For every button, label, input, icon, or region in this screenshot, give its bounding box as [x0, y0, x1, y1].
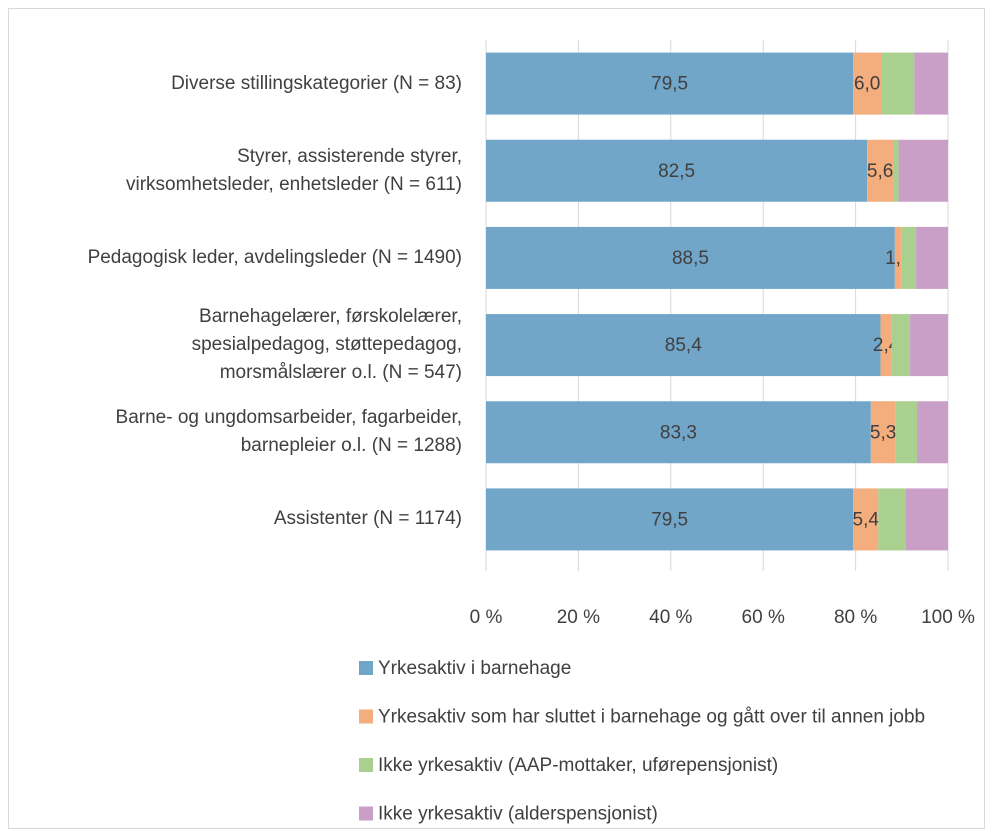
legend-label: Yrkesaktiv i barnehage — [378, 658, 571, 679]
data-label: 6,0 — [854, 74, 880, 95]
bar-segment — [486, 139, 868, 202]
bar-segment — [914, 52, 948, 115]
bar-segment — [486, 401, 871, 464]
bar-segment — [867, 139, 894, 202]
bar-segment — [898, 139, 948, 202]
x-tick-label: 60 % — [742, 607, 785, 628]
bar-segment — [880, 314, 892, 377]
data-label: 5,3 — [870, 422, 896, 443]
legend-label: Ikke yrkesaktiv (AAP-mottaker, uførepens… — [378, 755, 778, 776]
bar-segment — [878, 488, 906, 551]
bar-segment — [853, 52, 882, 115]
x-tick-label: 0 % — [470, 607, 503, 628]
x-tick-label: 20 % — [557, 607, 600, 628]
bar-segment — [901, 226, 917, 289]
legend-swatch — [359, 709, 373, 724]
bar-segment — [853, 488, 879, 551]
bar-segment — [894, 226, 902, 289]
bar-segment — [910, 314, 948, 377]
x-tick-label: 80 % — [834, 607, 877, 628]
bar-segment — [486, 52, 854, 115]
data-label: 79,5 — [651, 509, 688, 530]
bar-segment — [891, 314, 911, 377]
bar-segment — [895, 401, 918, 464]
bar-segment — [917, 401, 948, 464]
legend-swatch — [359, 806, 373, 821]
y-tick-label: Pedagogisk leder, avdelingsleder (N = 14… — [87, 246, 462, 268]
bar-segment — [881, 52, 915, 115]
data-label: 82,5 — [658, 161, 695, 182]
bar-segment — [486, 488, 854, 551]
data-label: 5,4 — [853, 509, 880, 530]
data-label: 88,5 — [672, 248, 709, 269]
legend-label: Ikke yrkesaktiv (alderspensjonist) — [378, 804, 658, 825]
y-tick-label: Assistenter (N = 1174) — [273, 508, 462, 530]
bar-segment — [486, 226, 895, 289]
data-label: 5,6 — [867, 161, 893, 182]
x-tick-label: 40 % — [649, 607, 692, 628]
data-label: 85,4 — [665, 335, 702, 356]
y-tick-label: Styrer, assisterende styrer, virksomhets… — [125, 145, 462, 195]
legend-swatch — [359, 758, 373, 772]
bar-segment — [870, 401, 896, 464]
bar-segment — [486, 314, 881, 377]
legend-label: Yrkesaktiv som har sluttet i barnehage o… — [378, 707, 925, 728]
y-tick-label: Barne- og ungdomsarbeider, fagarbeider, … — [115, 407, 462, 457]
bar-segment — [916, 226, 948, 289]
bar-segment — [893, 139, 899, 202]
legend-swatch — [359, 661, 373, 675]
x-tick-label: 100 % — [921, 607, 975, 628]
y-tick-label: Barnehagelærer, førskolelærer, spesialpe… — [191, 306, 462, 384]
data-label: 83,3 — [660, 422, 697, 443]
data-label: 79,5 — [651, 74, 688, 95]
bar-segment — [905, 488, 948, 551]
y-tick-label: Diverse stillingskategorier (N = 83) — [171, 72, 462, 94]
